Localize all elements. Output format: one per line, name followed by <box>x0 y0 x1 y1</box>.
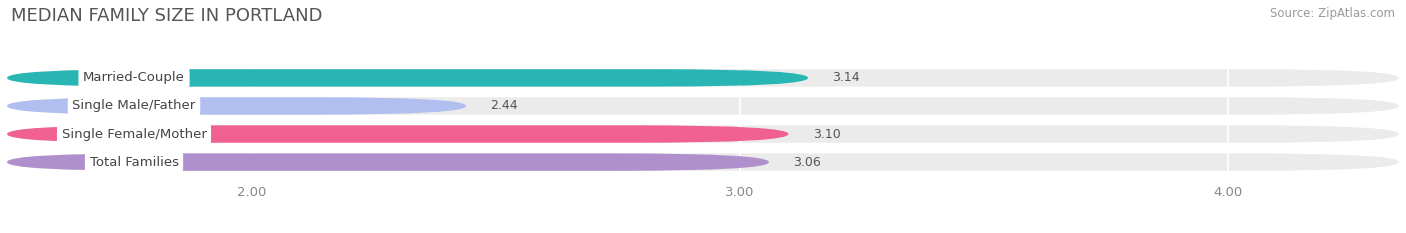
Text: 3.06: 3.06 <box>793 156 821 169</box>
Text: Single Male/Father: Single Male/Father <box>72 99 195 113</box>
FancyBboxPatch shape <box>7 97 1399 115</box>
Text: 2.44: 2.44 <box>491 99 519 113</box>
FancyBboxPatch shape <box>7 125 789 143</box>
Text: Single Female/Mother: Single Female/Mother <box>62 127 207 140</box>
Text: 3.10: 3.10 <box>813 127 841 140</box>
FancyBboxPatch shape <box>7 97 467 115</box>
Text: Source: ZipAtlas.com: Source: ZipAtlas.com <box>1270 7 1395 20</box>
Text: 3.14: 3.14 <box>832 71 860 84</box>
Text: MEDIAN FAMILY SIZE IN PORTLAND: MEDIAN FAMILY SIZE IN PORTLAND <box>11 7 323 25</box>
FancyBboxPatch shape <box>7 69 1399 87</box>
FancyBboxPatch shape <box>7 69 808 87</box>
Text: Married-Couple: Married-Couple <box>83 71 186 84</box>
FancyBboxPatch shape <box>7 153 1399 171</box>
FancyBboxPatch shape <box>7 125 1399 143</box>
FancyBboxPatch shape <box>7 153 769 171</box>
Text: Total Families: Total Families <box>90 156 179 169</box>
